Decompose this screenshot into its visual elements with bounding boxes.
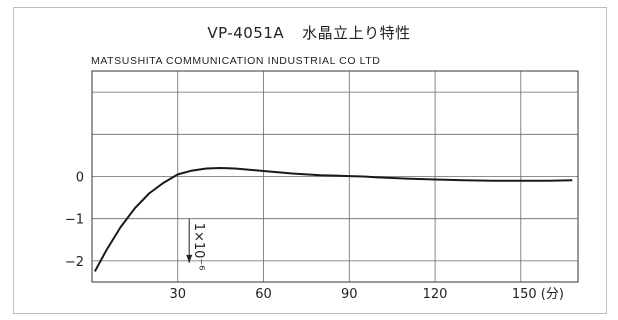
x-tick-label: 120 bbox=[423, 287, 448, 302]
chart-frame bbox=[13, 7, 607, 314]
y-tick-label: −2 bbox=[65, 255, 84, 270]
chart-subtitle: MATSUSHITA COMMUNICATION INDUSTRIAL CO L… bbox=[91, 55, 381, 67]
x-tick-label: 90 bbox=[341, 287, 358, 302]
plot-area bbox=[91, 70, 579, 283]
chart-series bbox=[93, 167, 573, 272]
x-tick-label: 60 bbox=[255, 287, 272, 302]
chart-title-japanese: 水晶立上り特性 bbox=[302, 24, 411, 42]
y-tick-label: 0 bbox=[76, 171, 84, 186]
scale-annotation: 1×10⁻⁶ bbox=[186, 218, 206, 271]
y-tick-label: −1 bbox=[65, 213, 84, 228]
x-tick-label: 30 bbox=[169, 287, 186, 302]
x-tick-label: 150 (分) bbox=[512, 287, 564, 302]
y-axis-ticks: 0 −1 −2 bbox=[65, 171, 84, 270]
chart-title-model: VP-4051A bbox=[207, 24, 285, 42]
scale-annotation-label: 1×10⁻⁶ bbox=[191, 223, 206, 271]
chart-title: VP-4051A 水晶立上り特性 bbox=[0, 22, 618, 43]
scale-arrow-head bbox=[186, 254, 193, 263]
x-axis-ticks: 30 60 90 120 150 (分) bbox=[169, 287, 563, 302]
series-line bbox=[93, 167, 573, 272]
plot-border bbox=[91, 70, 579, 283]
